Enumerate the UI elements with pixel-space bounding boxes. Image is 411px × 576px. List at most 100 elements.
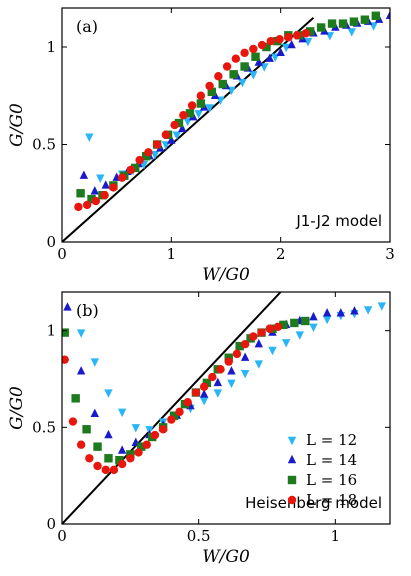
data-point-L16 [104, 454, 113, 463]
data-point-L14 [227, 366, 236, 375]
data-point-L18 [273, 322, 283, 331]
data-point-L18 [134, 448, 143, 457]
data-point-L18 [187, 101, 197, 110]
data-point-L14 [276, 47, 285, 57]
x-tick-label: 2 [276, 245, 286, 263]
legend-label-L18: L = 18 [306, 491, 357, 509]
data-point-L18 [232, 349, 242, 359]
data-point-L18 [284, 33, 293, 42]
data-point-L16 [87, 194, 96, 204]
data-point-L16 [305, 27, 315, 36]
data-point-L12 [254, 360, 263, 369]
legend-label-L12: L = 12 [306, 431, 357, 449]
data-point-L18 [126, 165, 136, 175]
data-point-L14 [90, 408, 99, 417]
data-point-L18 [100, 191, 109, 200]
data-point-L16 [279, 320, 288, 330]
data-point-L12 [96, 174, 105, 183]
y-axis-label: G/G0 [7, 103, 27, 147]
data-point-L18 [109, 183, 118, 192]
data-point-L18 [199, 382, 209, 391]
data-point-L16 [207, 87, 216, 97]
series-L18 [62, 322, 283, 475]
x-tick-label: 1 [331, 527, 341, 545]
legend-label-L14: L = 14 [306, 451, 357, 469]
data-point-L14 [254, 339, 263, 348]
data-point-L16 [202, 378, 212, 388]
data-point-L18 [257, 40, 267, 50]
data-point-L14 [350, 306, 359, 315]
plot-area [62, 292, 386, 524]
data-point-L12 [172, 131, 181, 140]
y-tick-label: 1 [46, 38, 56, 56]
series-L18 [74, 29, 311, 212]
data-point-L16 [251, 52, 260, 61]
data-point-L16 [218, 79, 227, 89]
data-point-L18 [183, 398, 192, 407]
data-point-L16 [93, 442, 102, 451]
data-point-L18 [91, 196, 101, 206]
data-point-L12 [240, 370, 250, 379]
data-point-L18 [191, 388, 201, 397]
reference-line [62, 292, 282, 524]
data-point-L14 [167, 135, 176, 144]
data-point-L12 [377, 302, 386, 311]
data-point-L16 [338, 19, 348, 28]
panel-label: (a) [76, 17, 98, 36]
data-point-L12 [322, 315, 332, 325]
data-point-L12 [295, 331, 304, 340]
data-point-L18 [275, 35, 284, 44]
data-point-L18 [82, 200, 92, 210]
data-point-L16 [327, 19, 337, 28]
data-point-L16 [71, 394, 80, 403]
data-point-L18 [117, 173, 127, 182]
data-point-L12 [150, 151, 160, 160]
data-point-L18 [240, 340, 250, 349]
data-point-L18 [301, 29, 311, 38]
data-point-L16 [290, 318, 299, 328]
data-point-L14 [178, 123, 187, 133]
axes-frame [61, 291, 391, 525]
data-point-L18 [158, 425, 168, 434]
panel-label: (b) [76, 301, 99, 320]
y-tick-label: 0.5 [32, 136, 56, 154]
data-point-L18 [224, 357, 233, 366]
plot-area [62, 10, 390, 242]
y-tick-label: 0 [46, 233, 56, 251]
data-point-L12 [205, 104, 214, 113]
data-point-L14 [76, 366, 86, 375]
data-point-L18 [161, 130, 171, 139]
data-point-L18 [101, 465, 110, 475]
legend-label-L16: L = 16 [306, 471, 357, 489]
legend: L = 12 L = 14 L = 16 L = 18 [287, 431, 357, 509]
data-point-L18 [68, 417, 78, 426]
data-point-L18 [231, 54, 241, 63]
data-point-L14 [63, 302, 72, 311]
data-point-L12 [363, 306, 373, 315]
model-label: Heisenberg model [245, 494, 382, 512]
data-point-L16 [349, 17, 359, 26]
data-point-L14 [199, 389, 209, 398]
data-point-L18 [249, 44, 258, 54]
x-tick-label: 0 [57, 527, 67, 545]
data-point-L16 [76, 189, 85, 198]
data-point-L18 [62, 355, 69, 364]
data-point-L14 [117, 445, 127, 454]
data-point-L16 [262, 42, 271, 52]
data-point-L14 [104, 429, 113, 439]
data-point-L18 [175, 407, 184, 417]
x-axis-label: W/G0 [202, 265, 250, 285]
data-point-L14 [254, 57, 263, 66]
data-point-L16 [82, 425, 91, 434]
data-point-L18 [196, 91, 206, 100]
data-point-L18 [179, 111, 188, 120]
data-point-L16 [131, 163, 140, 173]
data-point-L12 [281, 43, 291, 53]
data-point-L16 [174, 118, 184, 128]
data-point-L14 [336, 308, 345, 317]
data-point-L18 [265, 324, 274, 333]
data-point-L16 [141, 152, 151, 161]
y-tick-label: 0 [46, 515, 56, 533]
